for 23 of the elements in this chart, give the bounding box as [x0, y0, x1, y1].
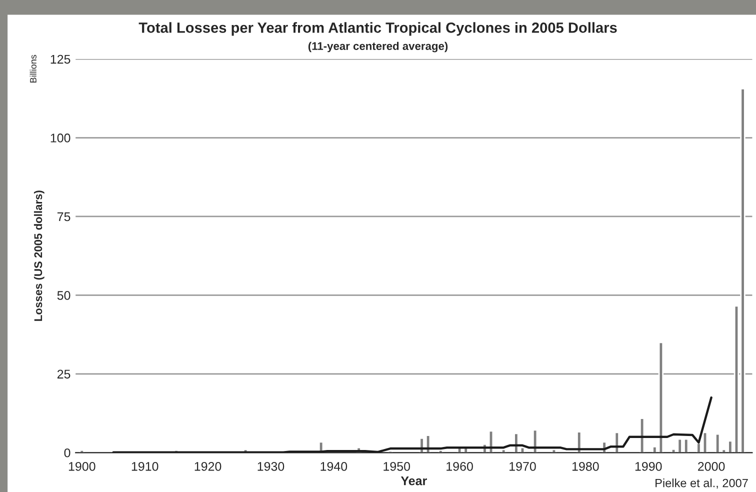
x-tick-label: 1980: [572, 462, 599, 471]
x-tick-label: 1930: [258, 462, 284, 471]
x-tick-label: 1940: [320, 462, 348, 471]
x-tick-label: 1900: [68, 462, 96, 471]
y-tick-label: 25: [57, 370, 70, 379]
y-tick-label: 100: [50, 134, 70, 142]
chart-title: Total Losses per Year from Atlantic Tropical Cyclones in 2005 Dollars: [138, 22, 617, 36]
y-axis-title: Losses (US 2005 dollars): [34, 190, 44, 321]
text: Pielke et al., 2007: [656, 478, 748, 489]
y-tick-label: 50: [57, 291, 70, 300]
x-axis-title: Year: [400, 476, 427, 486]
x-tick-label: 1990: [635, 462, 662, 471]
y-tick-label: 125: [50, 54, 70, 64]
x-tick-label: 1970: [510, 462, 536, 471]
y-tick-label: 0: [64, 448, 70, 458]
x-tick-label: 1920: [194, 462, 222, 471]
x-tick-label: 1950: [384, 462, 410, 471]
x-tick-label: 1960: [446, 462, 473, 471]
chart-subtitle: (11-year centered average): [308, 42, 448, 52]
y-tick-label: 75: [57, 212, 70, 222]
x-tick-label: 2000: [698, 462, 725, 471]
text: Billions: [30, 54, 36, 82]
x-tick-label: 1910: [132, 462, 158, 471]
